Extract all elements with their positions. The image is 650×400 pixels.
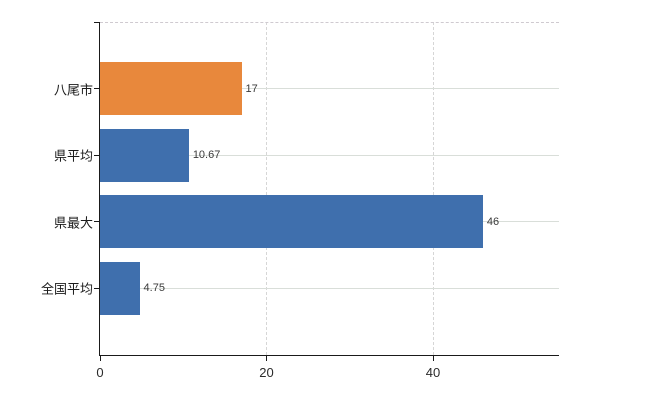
category-label: 全国平均 (40, 281, 93, 297)
y-axis-tick (94, 88, 99, 90)
y-axis-tick (94, 287, 99, 289)
y-axis-tick (94, 154, 99, 156)
x-tick-label: 20 (259, 365, 274, 380)
x-axis-tick (100, 356, 101, 361)
y-axis-tick (94, 221, 99, 223)
horizontal-gridline (100, 287, 559, 289)
x-tick-label: 0 (96, 365, 104, 380)
category-label: 八尾市 (53, 82, 93, 98)
bar-value-label: 4.75 (143, 282, 165, 295)
bar-value-label: 10.67 (192, 149, 221, 162)
horizontal-gridline (100, 88, 559, 90)
bar (100, 62, 242, 116)
bar (100, 261, 140, 315)
x-axis-line (99, 355, 559, 356)
bar (100, 128, 189, 182)
bar-value-label: 46 (486, 215, 500, 228)
x-tick-label: 40 (425, 365, 441, 380)
category-label: 県最大 (53, 215, 93, 231)
x-axis-tick (266, 356, 268, 361)
vertical-gridline (432, 22, 434, 355)
y-axis-line (99, 22, 100, 355)
plot-top-border (100, 22, 559, 23)
category-label: 県平均 (53, 148, 93, 164)
y-axis-top-tick (94, 22, 99, 23)
bar-value-label: 17 (245, 82, 258, 95)
bar (100, 195, 483, 249)
horizontal-gridline (100, 154, 559, 156)
vertical-gridline (266, 22, 268, 355)
plot-area: 0 20 40 八尾市 17 県平均 10.67 県最大 46 全国平均 4.75 (41, 22, 559, 380)
x-axis-tick (432, 356, 434, 361)
